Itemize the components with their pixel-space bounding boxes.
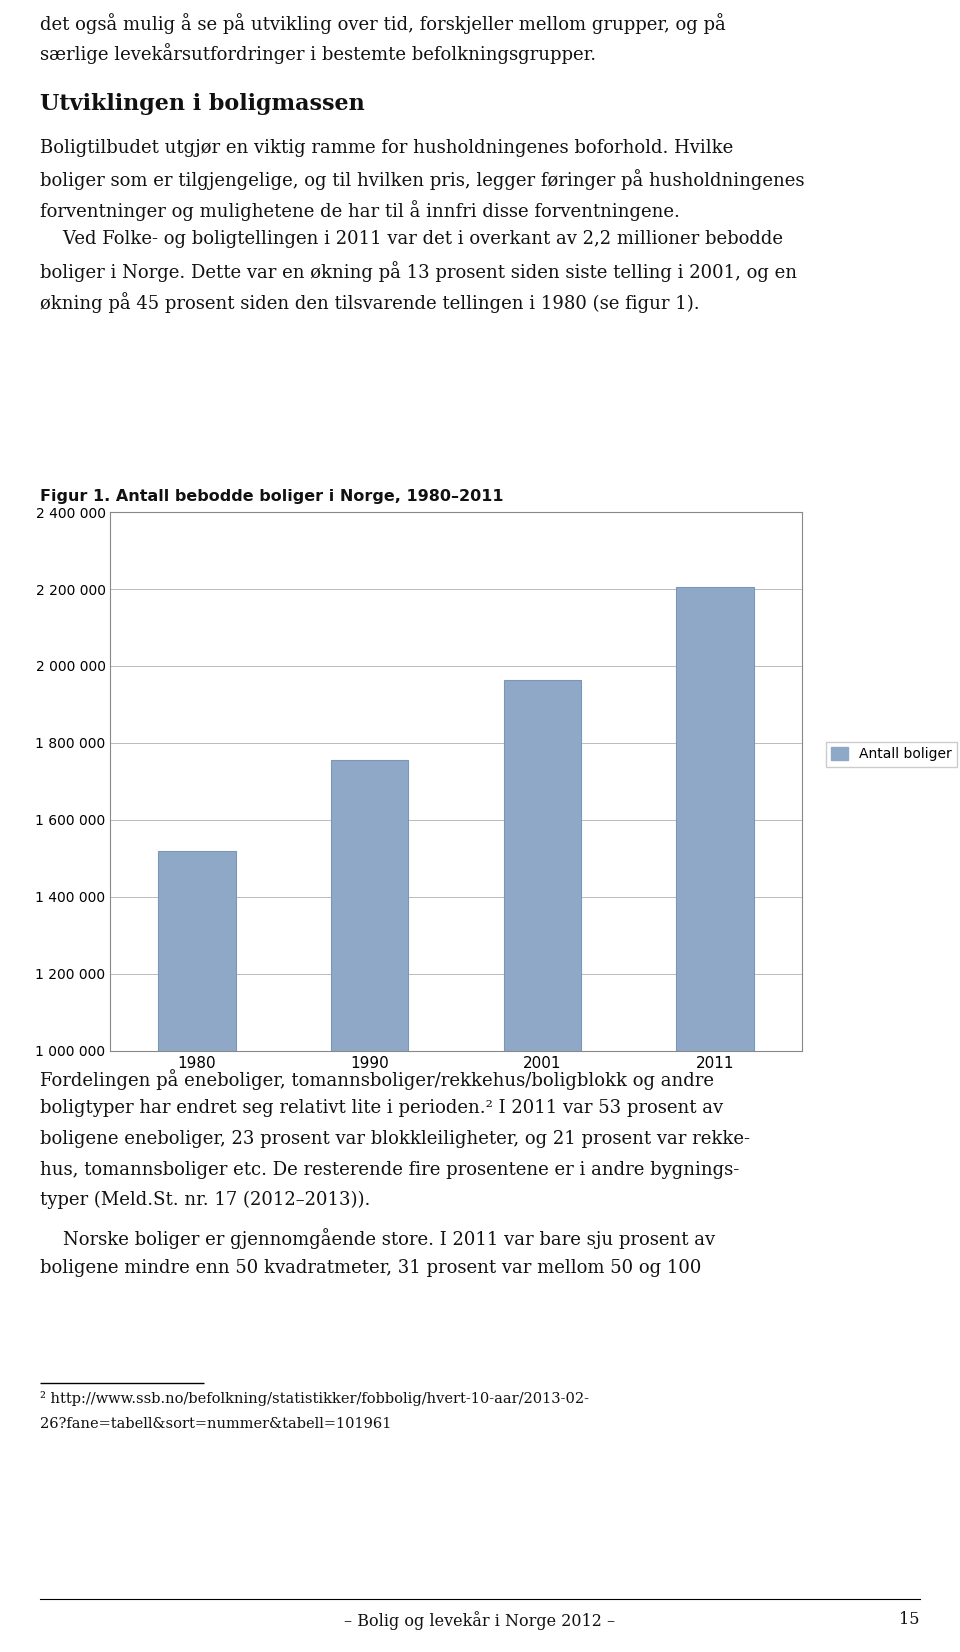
Text: boligtyper har endret seg relativt lite i perioden.² I 2011 var 53 prosent av: boligtyper har endret seg relativt lite … <box>40 1100 724 1117</box>
Text: typer (Meld.St. nr. 17 (2012–2013)).: typer (Meld.St. nr. 17 (2012–2013)). <box>40 1191 371 1209</box>
Text: – Bolig og levekår i Norge 2012 –: – Bolig og levekår i Norge 2012 – <box>345 1611 615 1629</box>
Text: forventninger og mulighetene de har til å innfri disse forventningene.: forventninger og mulighetene de har til … <box>40 200 681 221</box>
Text: boligene eneboliger, 23 prosent var blokkleiligheter, og 21 prosent var rekke-: boligene eneboliger, 23 prosent var blok… <box>40 1130 751 1148</box>
Bar <box>330 760 409 1436</box>
Text: særlige levekårsutfordringer i bestemte befolkningsgrupper.: særlige levekårsutfordringer i bestemte … <box>40 43 596 64</box>
Text: ² http://www.ssb.no/befolkning/statistikker/fobbolig/hvert-10-aar/2013-02-: ² http://www.ssb.no/befolkning/statistik… <box>40 1391 589 1406</box>
Text: Boligtilbudet utgjør en viktig ramme for husholdningenes boforhold. Hvilke: Boligtilbudet utgjør en viktig ramme for… <box>40 139 733 157</box>
Text: boliger i Norge. Dette var en økning på 13 prosent siden siste telling i 2001, o: boliger i Norge. Dette var en økning på … <box>40 261 798 282</box>
Text: Fordelingen på eneboliger, tomannsboliger/rekkehus/boligblokk og andre: Fordelingen på eneboliger, tomannsbolige… <box>40 1069 714 1090</box>
Bar <box>503 681 581 1436</box>
Text: Ved Folke- og boligtellingen i 2011 var det i overkant av 2,2 millioner bebodde: Ved Folke- og boligtellingen i 2011 var … <box>40 230 783 248</box>
Legend: Antall boliger: Antall boliger <box>826 742 957 767</box>
Text: 26?fane=tabell&sort=nummer&tabell=101961: 26?fane=tabell&sort=nummer&tabell=101961 <box>40 1417 392 1431</box>
Text: boligene mindre enn 50 kvadratmeter, 31 prosent var mellom 50 og 100: boligene mindre enn 50 kvadratmeter, 31 … <box>40 1259 702 1277</box>
Text: Utviklingen i boligmassen: Utviklingen i boligmassen <box>40 93 365 114</box>
Text: hus, tomannsboliger etc. De resterende fire prosentene er i andre bygnings-: hus, tomannsboliger etc. De resterende f… <box>40 1160 739 1178</box>
Text: det også mulig å se på utvikling over tid, forskjeller mellom grupper, og på: det også mulig å se på utvikling over ti… <box>40 13 726 35</box>
Text: Norske boliger er gjennomgående store. I 2011 var bare sju prosent av: Norske boliger er gjennomgående store. I… <box>40 1229 715 1249</box>
Text: 15: 15 <box>900 1611 920 1627</box>
Text: Figur 1. Antall bebodde boliger i Norge, 1980–2011: Figur 1. Antall bebodde boliger i Norge,… <box>40 489 504 504</box>
Bar <box>676 586 754 1436</box>
Bar <box>157 851 236 1436</box>
Text: økning på 45 prosent siden den tilsvarende tellingen i 1980 (se figur 1).: økning på 45 prosent siden den tilsvaren… <box>40 291 700 312</box>
Text: boliger som er tilgjengelige, og til hvilken pris, legger føringer på husholdnin: boliger som er tilgjengelige, og til hvi… <box>40 169 804 190</box>
